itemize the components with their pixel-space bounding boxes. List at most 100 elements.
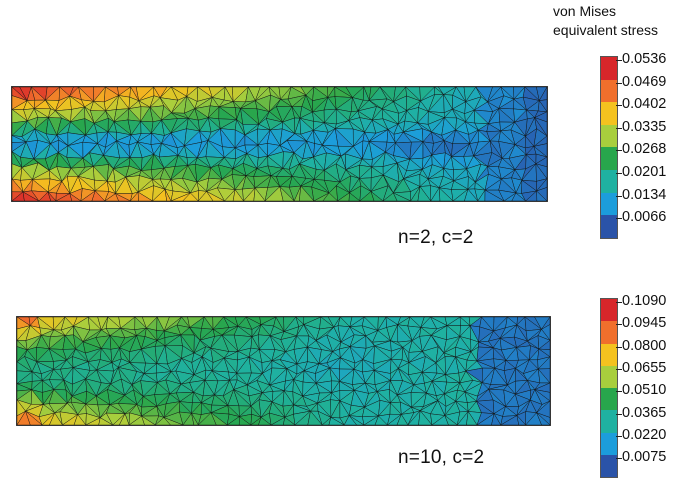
colorbar-segment [601,321,617,344]
colorbar-value: 0.0066 [622,209,667,226]
mesh-element [98,417,114,426]
colorbar-segment [601,124,617,148]
colorbar-tick [616,195,622,197]
mesh-element [22,191,40,202]
colorbar-title: von Mises equivalent stress [553,2,658,40]
colorbar-value: 0.0402 [622,96,667,113]
mesh-element [466,410,478,426]
stress-mesh-top [11,86,548,202]
colorbar-segment [601,102,617,125]
colorbar-tick [616,82,622,84]
mesh-element [348,192,361,202]
mesh-element [370,190,384,202]
mesh-element [73,414,87,426]
colorbar-segment [601,79,617,103]
mesh-element [182,192,199,202]
mesh-element [438,187,454,202]
mesh-element [49,412,63,426]
colorbar-tick [616,127,622,129]
colorbar-segment [601,388,617,411]
colorbar-tick [616,368,622,370]
mesh-element [137,191,154,202]
mesh-element [417,185,432,202]
mesh-element [279,185,295,202]
colorbar-value: 0.0268 [622,141,667,158]
colorbar-value: 0.0335 [622,118,667,135]
mesh-element [232,189,244,202]
colorbar-value: 0.0075 [622,449,667,466]
mesh-element [141,415,157,426]
colorbar-tick [616,173,622,174]
mesh-element [115,193,131,202]
colorbar-value: 0.0220 [622,426,667,443]
mesh-element [206,191,225,202]
colorbar-tick [616,60,622,61]
colorbar-value: 0.0134 [622,186,667,203]
mesh-element [164,189,172,202]
mesh-element [191,413,199,426]
colorbar-tick [616,302,622,303]
mesh-element [392,192,411,202]
mesh-element [253,187,266,202]
mesh-element [511,192,527,202]
colorbar-tick [616,150,622,152]
mesh-element [307,410,323,426]
colorbar-tick [616,458,622,460]
mesh-element [349,415,365,426]
mesh-element [283,416,296,426]
mesh-element [299,185,315,202]
colorbar-segment [601,192,617,216]
mesh-elements [11,86,548,202]
colorbar-segment [601,147,617,170]
mesh-element [536,412,551,426]
panel-label-bottom: n=10, c=2 [398,447,485,468]
mesh-border [11,86,548,202]
mesh-element [396,413,409,426]
mesh-element [210,412,228,426]
colorbar-value: 0.0800 [622,337,667,354]
mesh-element [322,192,339,202]
colorbar-segment [601,365,617,389]
colorbar-tick [616,391,622,393]
colorbar-value: 0.0945 [622,315,667,332]
mesh-element [25,410,43,426]
colorbar-segment [601,410,617,433]
colorbar-segment [601,57,617,80]
mesh-element [374,415,388,426]
mesh-element [516,414,527,426]
colorbar-value: 0.0510 [622,382,667,399]
colorbar-title-line-1: von Mises [553,3,617,19]
colorbar-segment [601,432,617,456]
mesh-element [536,190,548,202]
panel-label-top: n=2, c=2 [398,227,474,248]
colorbar-value: 0.0536 [622,51,667,67]
mesh-element [238,416,252,426]
colorbar-tick [616,105,622,107]
mesh-elements [16,316,551,426]
mesh-element [118,413,130,426]
mesh-element [258,417,272,426]
colorbar-tick [616,435,622,437]
colorbar-value: 0.0655 [622,359,667,376]
mesh-element [418,410,433,426]
colorbar-segment [601,455,617,478]
colorbar-segment [601,299,617,322]
colorbar-gradient [600,298,618,479]
mesh-element [444,414,458,426]
stress-mesh-bottom [16,316,551,426]
colorbar-value: 0.0201 [622,164,667,180]
colorbar-tick [616,218,622,220]
colorbar-tick [616,346,622,348]
mesh-border [16,316,551,426]
colorbar-segment [601,343,617,366]
colorbar-tick [616,413,622,415]
mesh-element [163,417,184,426]
colorbar-value: 0.0365 [622,404,667,421]
mesh-element [464,188,479,202]
colorbar-title-line-2: equivalent stress [553,22,659,38]
colorbar-segment [601,169,617,193]
colorbar-value: 0.0469 [622,73,667,90]
mesh-element [69,192,82,202]
colorbar-tick [616,324,622,326]
colorbar-value: 0.1090 [622,293,667,309]
